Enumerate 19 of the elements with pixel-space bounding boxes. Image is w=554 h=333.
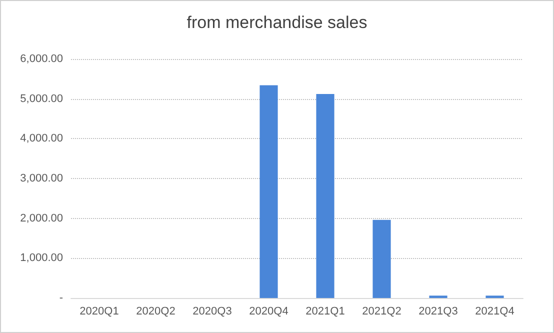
x-tick-label: 2021Q4 bbox=[475, 306, 514, 318]
x-tick-label: 2021Q2 bbox=[362, 306, 402, 318]
y-tick-label: 4,000.00 bbox=[20, 132, 63, 145]
chart-title: from merchandise sales bbox=[186, 13, 368, 32]
x-tick-label: 2020Q2 bbox=[136, 306, 176, 318]
y-tick-label: - bbox=[59, 292, 64, 304]
x-tick-label: 2020Q1 bbox=[80, 306, 119, 318]
y-tick-label: 6,000.00 bbox=[20, 53, 63, 65]
y-tick-label: 5,000.00 bbox=[20, 92, 63, 105]
bar bbox=[260, 85, 278, 298]
x-tick-label: 2020Q3 bbox=[192, 306, 232, 318]
y-tick-label: 2,000.00 bbox=[20, 212, 63, 224]
x-tick-label: 2020Q4 bbox=[249, 306, 288, 318]
y-tick-label: 1,000.00 bbox=[20, 252, 63, 264]
bar bbox=[316, 94, 334, 298]
bar bbox=[372, 220, 391, 298]
x-tick-label: 2021Q1 bbox=[306, 306, 345, 318]
x-tick-label: 2021Q3 bbox=[418, 306, 458, 318]
y-tick-label: 3,000.00 bbox=[20, 172, 63, 184]
